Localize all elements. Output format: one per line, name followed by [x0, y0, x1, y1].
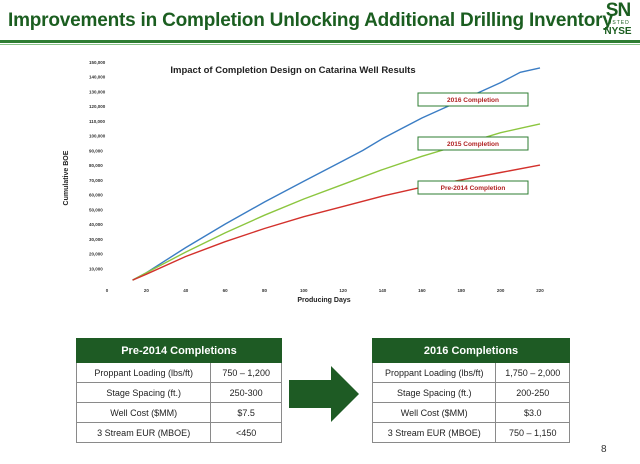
row-label: Proppant Loading (lbs/ft) — [75, 362, 212, 383]
x-tick-label: 120 — [339, 288, 347, 293]
y-tick-label: 50,000 — [89, 207, 103, 212]
y-tick-label: 100,000 — [89, 134, 106, 139]
logo-exchange: NYSE — [604, 26, 632, 37]
table-row: Proppant Loading (lbs/ft) 750 – 1,200 — [75, 362, 282, 383]
row-label: 3 Stream EUR (MBOE) — [75, 422, 212, 443]
row-value: 250-300 — [210, 382, 282, 403]
x-tick-label: 220 — [536, 288, 544, 293]
row-label: Stage Spacing (ft.) — [371, 382, 497, 403]
y-tick-label: 80,000 — [89, 163, 103, 168]
logo-listed: LISTED — [606, 20, 630, 26]
y-tick-label: 10,000 — [89, 266, 103, 271]
x-tick-label: 160 — [418, 288, 426, 293]
callout-label: Pre-2014 Completion — [441, 185, 506, 192]
callout-label: 2015 Completion — [447, 141, 499, 148]
2016-completions-table: 2016 Completions Proppant Loading (lbs/f… — [371, 338, 570, 443]
table-row: Proppant Loading (lbs/ft) 1,750 – 2,000 — [371, 362, 570, 383]
row-value: 750 – 1,150 — [495, 422, 570, 443]
x-tick-label: 140 — [379, 288, 387, 293]
row-value: $7.5 — [210, 402, 282, 423]
x-tick-label: 20 — [144, 288, 150, 293]
y-tick-label: 140,000 — [89, 75, 106, 80]
row-label: Well Cost ($MM) — [371, 402, 497, 423]
y-tick-label: 110,000 — [89, 119, 106, 124]
title-rule — [0, 40, 640, 43]
x-tick-label: 180 — [458, 288, 466, 293]
row-value: <450 — [210, 422, 282, 443]
y-tick-label: 60,000 — [89, 193, 103, 198]
x-axis-label: Producing Days — [297, 297, 350, 304]
table-row: Well Cost ($MM) $7.5 — [75, 402, 282, 423]
table-row: Stage Spacing (ft.) 250-300 — [75, 382, 282, 403]
table-row: Stage Spacing (ft.) 200-250 — [371, 382, 570, 403]
row-label: 3 Stream EUR (MBOE) — [371, 422, 497, 443]
series-line-0 — [132, 67, 541, 281]
y-tick-label: 30,000 — [89, 237, 103, 242]
y-tick-label: 20,000 — [89, 252, 103, 257]
completion-chart: Impact of Completion Design on Catarina … — [63, 60, 544, 304]
row-value: 1,750 – 2,000 — [495, 362, 570, 383]
callout-box — [417, 92, 529, 107]
table-row: 3 Stream EUR (MBOE) <450 — [75, 422, 282, 443]
y-tick-label: 40,000 — [89, 222, 103, 227]
callout-box — [417, 136, 529, 151]
right-arrow-icon — [289, 366, 359, 422]
slide-title: Improvements in Completion Unlocking Add… — [8, 10, 613, 31]
y-tick-label: 150,000 — [89, 60, 106, 65]
chart-title: Impact of Completion Design on Catarina … — [170, 65, 415, 76]
y-tick-label: 90,000 — [89, 148, 103, 153]
row-value: 750 – 1,200 — [210, 362, 282, 383]
table-row: 3 Stream EUR (MBOE) 750 – 1,150 — [371, 422, 570, 443]
row-label: Proppant Loading (lbs/ft) — [371, 362, 497, 383]
title-rule-accent — [0, 44, 640, 45]
y-axis-label: Cumulative BOE — [63, 150, 70, 205]
logo-ticker: SN — [605, 0, 631, 21]
page-number: 8 — [601, 444, 607, 455]
x-tick-label: 80 — [262, 288, 268, 293]
row-value: $3.0 — [495, 402, 570, 423]
series-line-2 — [132, 164, 541, 281]
row-value: 200-250 — [495, 382, 570, 403]
table-header: Pre-2014 Completions — [76, 338, 282, 363]
table-header: 2016 Completions — [372, 338, 570, 363]
x-tick-label: 40 — [183, 288, 189, 293]
y-tick-label: 130,000 — [89, 89, 106, 94]
y-tick-label: 120,000 — [89, 104, 106, 109]
x-tick-label: 0 — [106, 288, 109, 293]
x-tick-label: 60 — [223, 288, 229, 293]
company-logo: SN LISTED NYSE — [596, 1, 640, 41]
callout-box — [417, 180, 529, 195]
pre-2014-completions-table: Pre-2014 Completions Proppant Loading (l… — [75, 338, 282, 443]
row-label: Stage Spacing (ft.) — [75, 382, 212, 403]
y-tick-label: 70,000 — [89, 178, 103, 183]
x-tick-label: 200 — [497, 288, 505, 293]
callout-label: 2016 Completion — [447, 97, 499, 104]
table-row: Well Cost ($MM) $3.0 — [371, 402, 570, 423]
x-tick-label: 100 — [300, 288, 308, 293]
row-label: Well Cost ($MM) — [75, 402, 212, 423]
